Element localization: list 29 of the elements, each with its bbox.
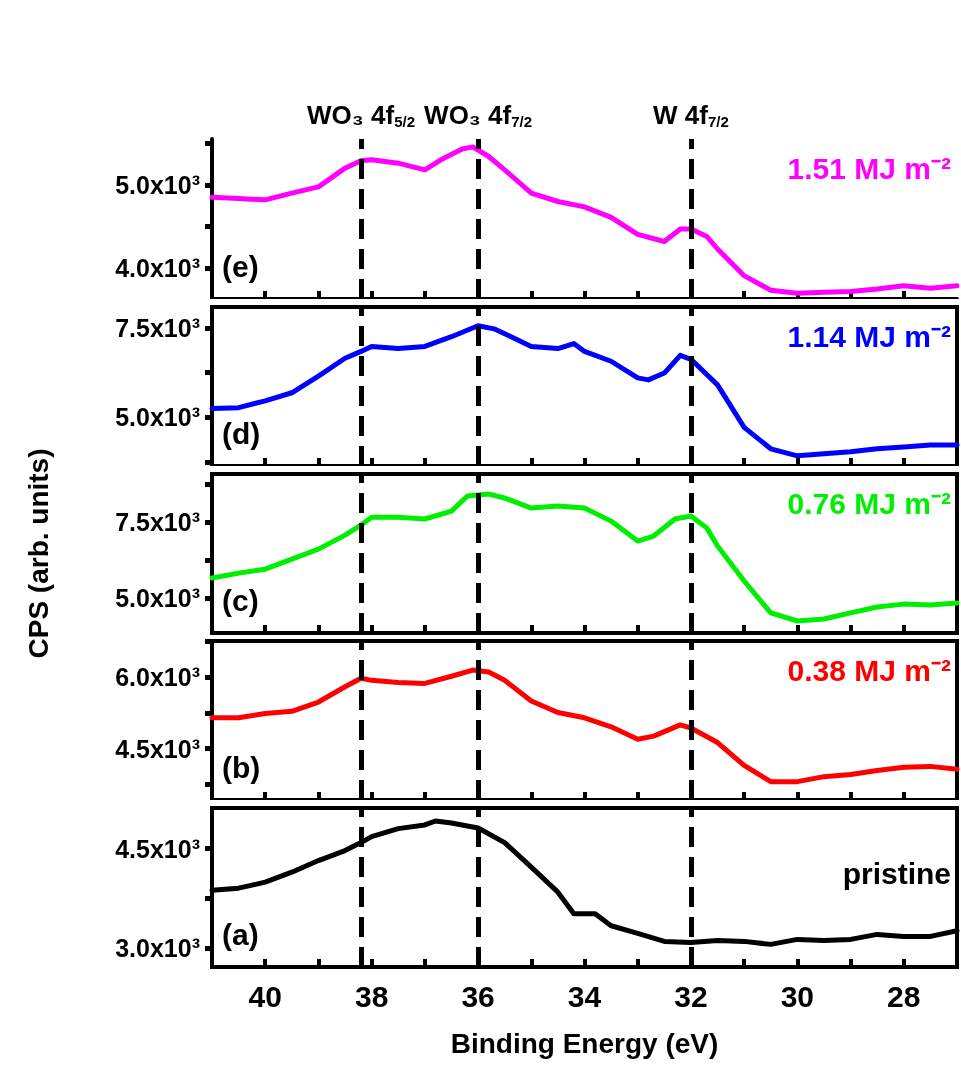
y-tick-label: 4.0x10³ — [115, 254, 200, 283]
y-tick-label: 3.0x10³ — [115, 934, 200, 963]
series-label: pristine — [842, 856, 951, 890]
y-tick-label: 4.5x10³ — [115, 834, 200, 863]
y-tick-label: 7.5x10³ — [115, 313, 200, 342]
x-tick-label: 34 — [567, 979, 602, 1013]
y-axis-title: CPS (arb. units) — [22, 448, 54, 659]
text: 0.76 MJ m⁻² — [787, 486, 952, 520]
y-tick-label: 4.5x10³ — [115, 734, 200, 763]
x-tick-label: 30 — [780, 979, 815, 1013]
x-axis-title: Binding Energy (eV) — [450, 1027, 719, 1059]
annotation: (e) — [222, 249, 259, 283]
x-tick-label: 28 — [887, 979, 921, 1013]
text: 1.14 MJ m⁻² — [787, 319, 952, 353]
y-tick-label: 6.0x10³ — [115, 663, 200, 692]
annotation: (b) — [222, 750, 261, 784]
text: 0.38 MJ m⁻² — [787, 653, 952, 687]
x-tick-label: 36 — [461, 979, 495, 1013]
annotation: (a) — [222, 917, 259, 951]
y-tick-label: 7.5x10³ — [115, 508, 200, 537]
x-tick-label: 38 — [354, 979, 389, 1013]
text: 1.51 MJ m⁻² — [787, 151, 952, 185]
x-tick-label: 40 — [248, 979, 282, 1013]
annotation: (c) — [222, 583, 259, 617]
y-tick-label: 5.0x10³ — [115, 403, 200, 432]
y-tick-label: 5.0x10³ — [115, 170, 200, 199]
y-tick-label: 5.0x10³ — [115, 584, 200, 613]
annotation: (d) — [222, 416, 261, 450]
x-tick-label: 32 — [674, 979, 708, 1013]
